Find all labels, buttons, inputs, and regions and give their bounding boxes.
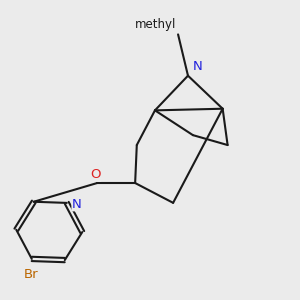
Text: N: N [72,198,82,211]
Text: N: N [192,60,202,73]
Text: O: O [90,168,101,181]
Text: Br: Br [24,268,38,281]
Text: methyl: methyl [135,18,176,31]
